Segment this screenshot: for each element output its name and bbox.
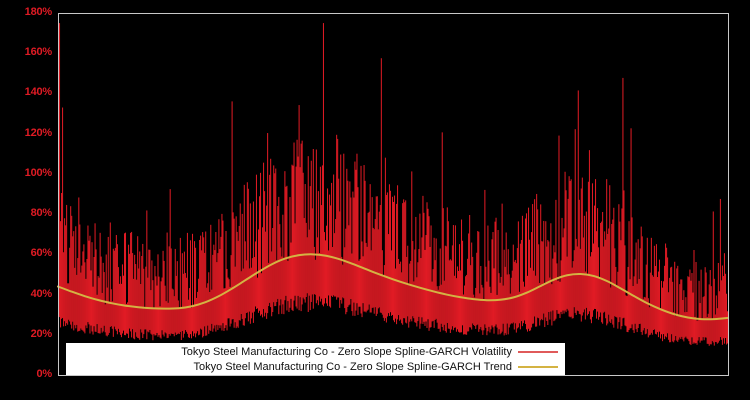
legend-swatch-volatility-icon (518, 351, 558, 353)
y-axis-tick-100: 100% (24, 166, 53, 179)
legend-label-trend: Tokyo Steel Manufacturing Co - Zero Slop… (193, 361, 512, 373)
volatility-spikes-series (58, 23, 728, 346)
plot-axis-frame (58, 13, 729, 376)
y-axis-tick-20: 20% (30, 327, 53, 340)
trend-line-series (57, 253, 729, 321)
y-axis-tick-0: 0% (36, 368, 53, 380)
y-axis-tick-80: 80% (30, 207, 53, 220)
legend-entry-volatility: Tokyo Steel Manufacturing Co - Zero Slop… (67, 344, 566, 360)
chart-legend: Tokyo Steel Manufacturing Co - Zero Slop… (66, 343, 565, 375)
y-axis-tick-120: 120% (24, 126, 53, 139)
y-axis-tick-60: 60% (30, 247, 53, 260)
y-axis-tick-160: 160% (24, 46, 53, 59)
legend-label-volatility: Tokyo Steel Manufacturing Co - Zero Slop… (181, 346, 512, 358)
y-axis-tick-140: 140% (24, 86, 53, 99)
y-axis-tick-40: 40% (30, 287, 53, 300)
y-axis-tick-180: 180% (24, 6, 53, 18)
legend-swatch-trend-icon (518, 366, 558, 368)
legend-entry-trend: Tokyo Steel Manufacturing Co - Zero Slop… (67, 359, 566, 375)
